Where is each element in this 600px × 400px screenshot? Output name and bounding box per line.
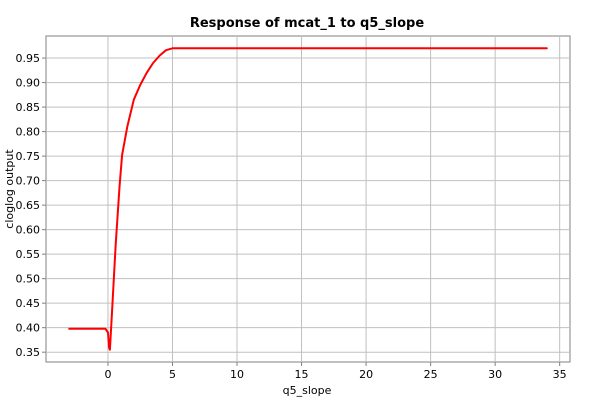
x-tick-label: 30: [488, 368, 502, 381]
y-tick-label: 0.45: [16, 297, 41, 310]
y-tick-label: 0.70: [16, 175, 41, 188]
y-tick-label: 0.85: [16, 101, 41, 114]
chart-title: Response of mcat_1 to q5_slope: [190, 16, 425, 31]
x-tick-label: 15: [295, 368, 309, 381]
y-tick-label: 0.65: [16, 199, 41, 212]
y-tick-label: 0.95: [16, 52, 41, 65]
x-tick-label: 5: [169, 368, 176, 381]
x-tick-label: 10: [230, 368, 244, 381]
y-axis-label: cloglog output: [3, 149, 16, 229]
response-curve-line: [68, 47, 548, 351]
y-tick-label: 0.55: [16, 248, 41, 261]
x-tick-label: 35: [553, 368, 567, 381]
x-axis: 0 5 10 15 20 25 30 35: [104, 362, 567, 381]
grid: [46, 36, 570, 362]
y-tick-label: 0.60: [16, 224, 41, 237]
y-tick-label: 0.35: [16, 346, 41, 359]
x-tick-label: 20: [359, 368, 373, 381]
y-tick-label: 0.40: [16, 322, 41, 335]
x-tick-label: 0: [104, 368, 111, 381]
x-axis-label: q5_slope: [283, 384, 332, 397]
y-axis: 0.35 0.40 0.45 0.50 0.55 0.60 0.65 0.70 0.75 0.80…: [16, 52, 46, 359]
y-tick-label: 0.90: [16, 77, 41, 90]
x-tick-label: 25: [424, 368, 438, 381]
y-tick-label: 0.75: [16, 150, 41, 163]
y-tick-label: 0.50: [16, 273, 41, 286]
plot-area: [45, 35, 571, 363]
series-layer: [68, 47, 548, 351]
y-tick-label: 0.80: [16, 126, 41, 139]
